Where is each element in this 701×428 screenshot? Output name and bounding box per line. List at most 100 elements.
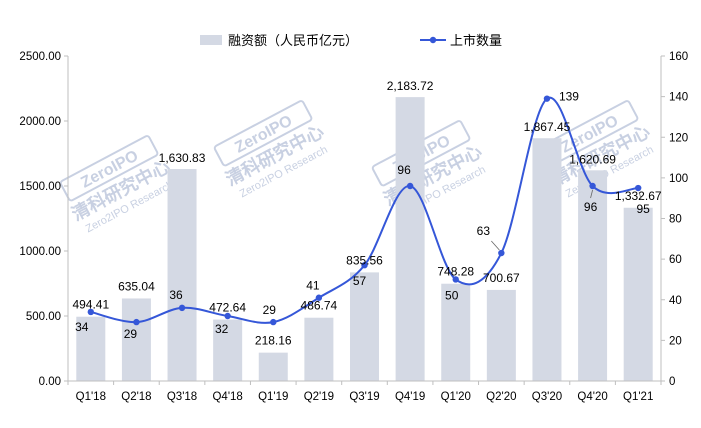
line-value-label: 36 [169,288,183,302]
line-point [406,182,414,190]
y-right-tick-label: 160 [669,51,688,63]
x-tick-label: Q2'19 [304,391,334,403]
line-point [87,308,95,316]
x-tick-label: Q4'19 [395,391,425,403]
bar [578,170,608,381]
line-value-label: 34 [75,320,89,334]
y-right-tick-label: 100 [669,173,688,185]
bar-value-label: 494.41 [72,298,109,312]
label-leader-line [590,189,593,199]
bar-value-label: 2,183.72 [387,79,434,93]
y-left-tick-label: 0.00 [39,376,61,388]
y-left-tick-label: 1500.00 [19,181,61,193]
bar [395,97,425,382]
bar-value-label: 1,867.45 [524,120,571,134]
line-value-label: 32 [215,322,229,336]
bar-value-label: 635.04 [118,279,155,293]
bar [213,319,243,381]
x-tick-label: Q1'20 [441,391,471,403]
legend-label-line: 上市数量 [450,33,502,48]
y-left-tick-label: 2500.00 [19,51,61,63]
y-right-tick-label: 60 [669,254,682,266]
line-point [498,249,505,257]
bar [76,316,106,381]
watermark-badge-frame [213,100,313,167]
bar [167,168,197,381]
x-tick-label: Q1'18 [76,391,106,403]
bar-value-label: 1,332.67 [615,189,662,203]
bar-value-label: 218.16 [255,334,292,348]
x-tick-label: Q4'18 [212,391,242,403]
line-point [452,276,459,283]
y-right-tick-label: 140 [669,92,688,104]
y-left-tick-label: 1000.00 [19,246,61,258]
bar [121,298,151,381]
legend-swatch-marker [429,36,437,44]
bar-value-label: 835.56 [346,253,383,267]
line-point [589,182,596,190]
x-tick-label: Q3'19 [349,391,379,403]
bar-value-label: 748.28 [437,265,474,279]
line-point [543,95,551,102]
bar [258,352,288,381]
x-tick-label: Q4'20 [577,391,607,403]
bar-value-label: 1,620.69 [569,152,616,166]
bar [304,317,334,381]
x-tick-label: Q1'21 [623,391,653,403]
bar [486,289,516,381]
y-right-tick-label: 40 [669,295,682,307]
line-value-label: 96 [397,163,411,177]
line-value-label: 29 [263,303,277,317]
x-tick-label: Q3'20 [532,391,562,403]
x-tick-label: Q1'19 [258,391,288,403]
watermark-badge-frame [59,135,159,202]
data-labels: 494.41 635.04 1,630.83 472.64 218.16 486.74 83… [72,79,661,348]
bar-value-label: 1,630.83 [159,151,206,165]
bar [623,207,653,381]
line-value-label: 139 [559,90,579,104]
legend: 融资额（人民币亿元） 上市数量 [200,33,502,48]
bar-value-label: 486.74 [301,299,338,313]
label-leader-line [638,191,642,201]
bar [441,283,471,381]
line-point [178,304,186,312]
bar [532,138,562,381]
y-right-tick-label: 20 [669,335,682,347]
y-left-tick-label: 500.00 [26,311,61,323]
axes: 0.00 500.00 1000.00 1500.00 2000.00 2500.00 0 2… [19,51,688,403]
line-value-label: 41 [306,279,320,293]
x-tick-label: Q2'20 [486,391,516,403]
line-point [634,184,642,192]
y-right-tick-label: 80 [669,214,682,226]
bar-value-label: 700.67 [483,271,520,285]
line-value-label: 50 [445,288,459,302]
line-value-label: 29 [124,327,138,341]
bar-series [76,97,653,382]
y-left-tick-label: 2000.00 [19,116,61,128]
y-right-tick-label: 120 [669,132,688,144]
y-right-tick-label: 0 [669,376,675,388]
legend-label-bar: 融资额（人民币亿元） [228,33,358,48]
line-value-label: 57 [353,274,367,288]
x-tick-label: Q2'18 [121,391,151,403]
legend-swatch-bar [200,35,222,45]
line-point [133,318,140,326]
bar [350,272,379,381]
line-value-label: 63 [477,224,491,238]
bar-value-label: 472.64 [209,301,246,315]
line-value-label: 96 [584,200,598,214]
line-point [224,312,231,320]
line-point [270,318,277,326]
line-value-label: 95 [637,202,651,216]
line-point [315,294,323,301]
x-tick-label: Q3'18 [167,391,197,403]
label-leader-line [491,240,500,251]
line-series [87,95,642,326]
line-point [361,262,368,269]
